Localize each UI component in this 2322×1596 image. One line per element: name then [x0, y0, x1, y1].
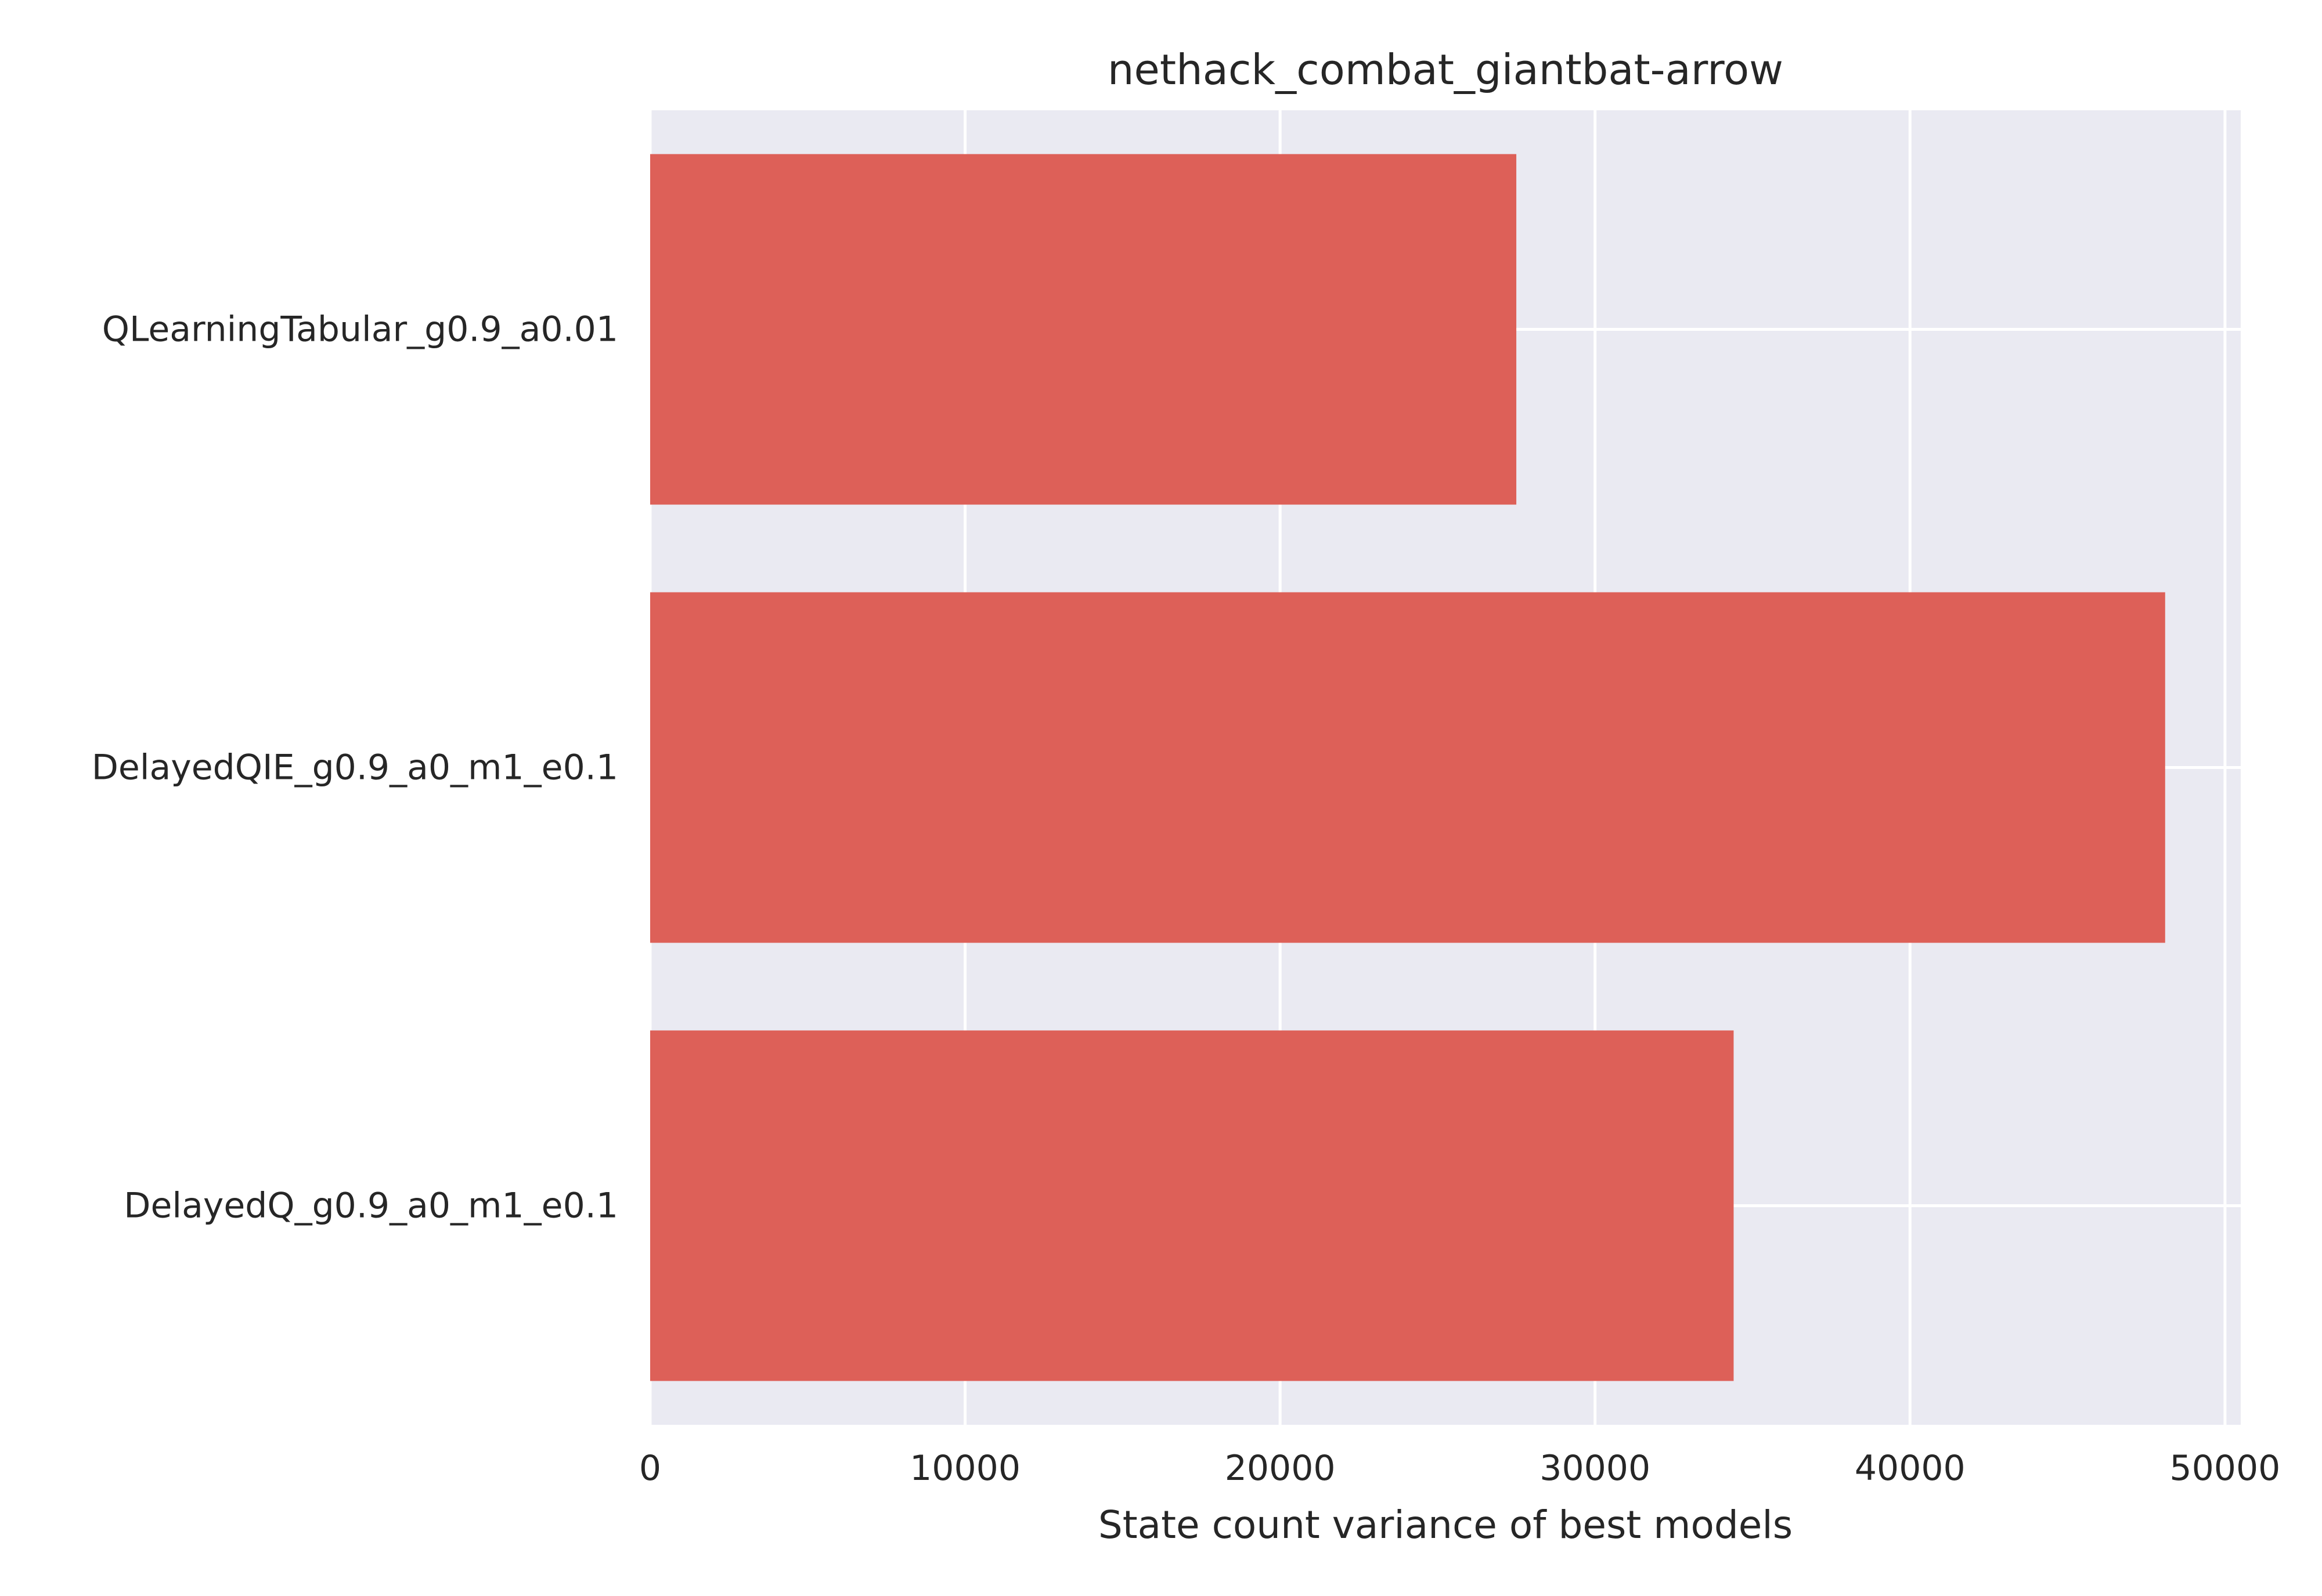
x-tick-label: 0	[639, 1448, 661, 1489]
x-tick-label: 40000	[1855, 1448, 1966, 1489]
y-tick-labels: QLearningTabular_g0.9_a0.01 DelayedQIE_g0…	[92, 309, 618, 1226]
x-tick-labels: 0 10000 20000 30000 40000 50000	[639, 1448, 2280, 1489]
x-tick-label: 20000	[1225, 1448, 1336, 1489]
x-axis-label: State count variance of best models	[1098, 1503, 1793, 1547]
x-tick-label: 50000	[2169, 1448, 2280, 1489]
chart-title: nethack_combat_giantbat-arrow	[1108, 45, 1783, 94]
bars	[650, 154, 2165, 1381]
y-tick-label: DelayedQ_g0.9_a0_m1_e0.1	[124, 1186, 618, 1226]
bar-0	[650, 154, 1517, 505]
x-tick-label: 30000	[1539, 1448, 1650, 1489]
bar-1	[650, 592, 2165, 943]
x-tick-label: 10000	[910, 1448, 1021, 1489]
y-tick-label: QLearningTabular_g0.9_a0.01	[102, 309, 618, 350]
y-tick-label: DelayedQIE_g0.9_a0_m1_e0.1	[92, 748, 618, 788]
bar-2	[650, 1030, 1734, 1381]
